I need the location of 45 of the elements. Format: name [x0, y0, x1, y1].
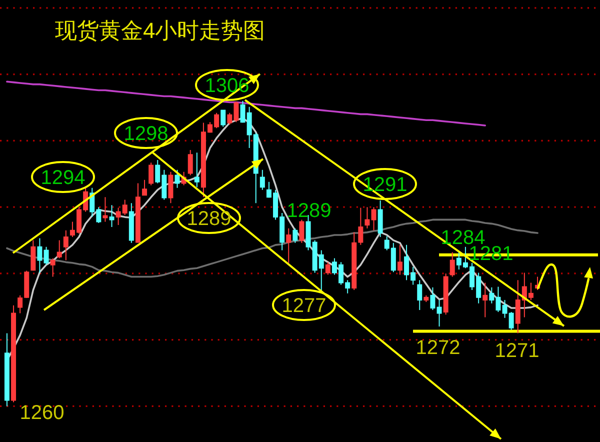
candlestick	[378, 200, 383, 238]
candlestick	[56, 240, 62, 259]
candlestick	[260, 169, 265, 190]
candlestick	[188, 150, 193, 176]
candlestick	[443, 272, 448, 316]
candlestick	[63, 230, 68, 261]
candlestick	[397, 244, 402, 276]
candlestick	[168, 171, 174, 204]
candlestick	[430, 286, 436, 310]
candlestick	[292, 228, 298, 244]
candlestick	[37, 238, 42, 274]
candlestick	[135, 182, 140, 244]
annotation: 1289	[186, 208, 232, 230]
candlestick	[109, 204, 114, 228]
candlestick	[364, 206, 370, 229]
candlestick	[102, 196, 108, 222]
candlestick	[142, 179, 148, 196]
annotation: 1294	[40, 167, 86, 189]
candlestick	[174, 169, 180, 188]
candlestick	[194, 152, 200, 188]
annotation: 1272	[416, 337, 460, 359]
candlestick	[44, 246, 49, 266]
candlestick	[424, 294, 429, 302]
annotation: 1260	[20, 402, 64, 424]
candlestick	[11, 304, 16, 403]
candlestick	[30, 240, 36, 272]
candlestick	[4, 332, 10, 407]
annotation: 1298	[124, 123, 168, 145]
candlestick	[371, 206, 376, 231]
annotation: 1291	[362, 174, 408, 196]
candlestick	[325, 262, 330, 276]
candlestick	[482, 282, 488, 318]
candlestick	[128, 202, 134, 244]
annotation: 1271	[494, 340, 540, 362]
candlestick	[417, 280, 422, 310]
chart-title: 现货黄金4小时走势图	[55, 18, 266, 43]
candlestick	[50, 258, 56, 278]
candlestick	[286, 228, 292, 264]
annotation: 1289	[286, 200, 332, 222]
annotation: 1277	[282, 295, 326, 317]
candlestick	[436, 300, 442, 328]
candlestick	[148, 162, 154, 186]
candlestick	[299, 219, 304, 244]
candlestick	[450, 252, 455, 278]
candlestick	[220, 110, 226, 128]
